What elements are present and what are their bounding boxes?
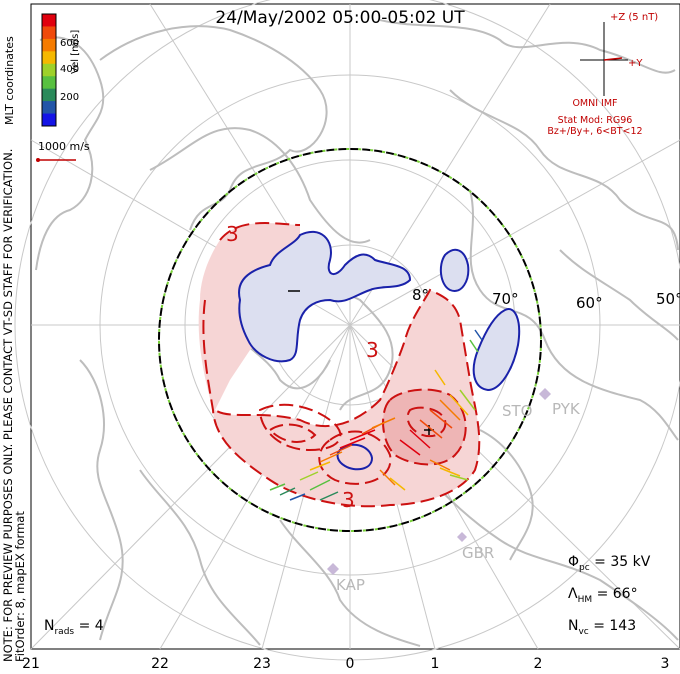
site-markers <box>327 388 551 575</box>
colorbar-swatch <box>42 76 56 90</box>
mlt-label-3: 3 <box>660 656 670 672</box>
mlt-label-1: 1 <box>430 656 440 672</box>
colorbar-swatch <box>42 38 56 52</box>
plot-frame <box>30 3 680 650</box>
reference-vector-origin <box>36 158 40 162</box>
stat-model: Stat Mod: RG96 <box>557 115 633 126</box>
negative-contour-small <box>336 443 374 471</box>
stat-n-vc-value: = 143 <box>593 618 637 634</box>
colorbar-swatch <box>42 26 56 40</box>
stat-lambda-hm-value: = 66° <box>596 586 638 602</box>
imf-dial <box>580 22 628 96</box>
mlt-label-2: 2 <box>533 656 543 672</box>
colorbar-swatch <box>42 63 56 77</box>
stat-lambda-hm: ΛHM = 66° <box>568 586 638 605</box>
colorbar-border <box>41 13 57 127</box>
negative-cell-east <box>439 248 470 292</box>
reference-vector-label: 1000 m/s <box>38 140 90 153</box>
preview-note: NOTE: FOR PREVIEW PURPOSES ONLY. PLEASE … <box>1 149 27 662</box>
colorbar-label-200: 200 <box>60 92 80 103</box>
colorbar-swatch <box>42 113 56 127</box>
negative-cell-fill <box>238 230 412 363</box>
colorbar-swatch <box>42 51 56 65</box>
latitude-label-60: 60° <box>576 294 603 312</box>
mlt-label-22: 22 <box>151 656 169 672</box>
imf-source: OMNI IMF <box>572 98 618 109</box>
site-label-pyk: PYK <box>552 400 580 418</box>
colorbar-label-600: 600 <box>60 38 80 49</box>
colorbar-swatch <box>42 14 56 27</box>
imf-y-label: +Y <box>628 58 643 69</box>
latitude-label-partial: 8° <box>412 286 430 304</box>
stat-phi-pc-value: = 35 kV <box>594 554 651 570</box>
negative-cell-east2 <box>472 308 521 392</box>
site-label-sto: STO <box>502 402 533 420</box>
colorbar-swatch <box>42 101 56 115</box>
positive-contours <box>202 222 481 508</box>
stat-n-vc: Nvc = 143 <box>568 618 637 637</box>
contour-label-a: 3 <box>226 222 239 246</box>
contour-label-c: 3 <box>342 488 355 512</box>
colorbar-unit: Vel [m/s] <box>70 29 81 74</box>
coordinate-system-text: MLT coordinates <box>3 36 16 125</box>
contour-label-b: 3 <box>366 338 379 362</box>
fit-order-note: FitOrder: 8, mapEX format <box>13 511 27 662</box>
positive-cell-core <box>383 389 466 465</box>
site-label-gbr: GBR <box>462 544 495 562</box>
mlt-label-21: 21 <box>22 656 40 672</box>
colorbar-swatch <box>42 88 56 102</box>
velocity-colorbar <box>41 13 57 127</box>
stat-n-rads-value: = 4 <box>78 618 104 634</box>
coordinate-system-label: MLT coordinates <box>3 36 16 125</box>
imf-info: OMNI IMF Stat Mod: RG96 Bz+/By+, 6<BT<12 <box>520 98 670 137</box>
stat-n-rads: Nrads = 4 <box>44 618 104 637</box>
mlt-label-23: 23 <box>253 656 271 672</box>
site-label-kap: KAP <box>336 576 365 594</box>
mlt-label-0: 0 <box>345 656 355 672</box>
latitude-label-70: 70° <box>492 290 519 308</box>
stat-phi-pc: Φpc = 35 kV <box>568 554 651 573</box>
hm-boundary <box>158 148 542 532</box>
colorbar-label-400: 400 <box>60 64 80 75</box>
imf-condition: Bz+/By+, 6<BT<12 <box>547 126 643 137</box>
velocity-vectors <box>269 329 483 501</box>
imf-z-label: +Z (5 nT) <box>610 12 659 23</box>
map-title: 24/May/2002 05:00-05:02 UT <box>215 8 465 28</box>
latitude-label-50: 50° <box>656 290 680 308</box>
